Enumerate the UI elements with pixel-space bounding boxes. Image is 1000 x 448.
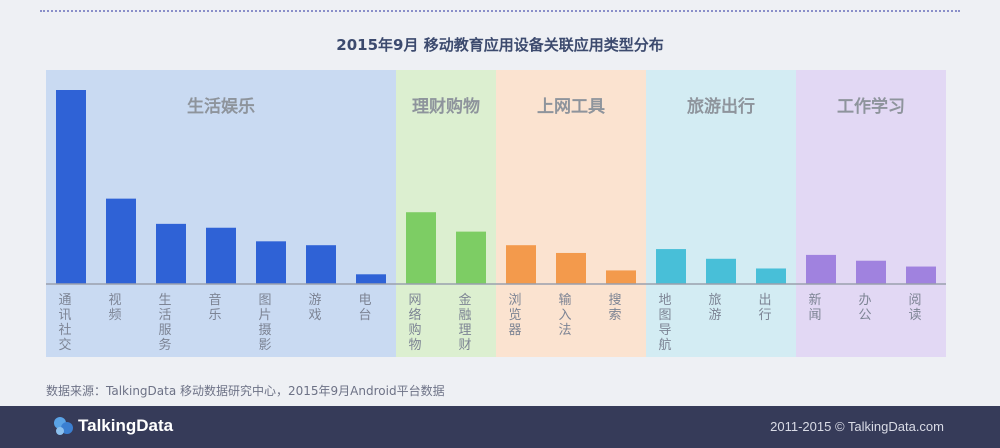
category-label-4-2-0: 阅 [908, 293, 921, 308]
category-label-0-0-1: 讯 [58, 308, 71, 323]
category-label-1-0-0: 网 [408, 293, 421, 308]
bar-3-2 [756, 268, 786, 284]
category-label-1-0-3: 物 [408, 338, 421, 353]
category-label-2-0-1: 览 [508, 307, 521, 323]
category-label-2-0-2: 器 [508, 323, 521, 338]
category-label-2-2-0: 搜 [608, 293, 621, 308]
logo-icon [54, 417, 73, 435]
category-label-0-3-0: 音 [208, 292, 221, 308]
category-label-0-4-1: 片 [258, 308, 271, 323]
group-band-4 [796, 70, 946, 357]
category-label-0-1-0: 视 [108, 293, 121, 308]
bar-0-0 [56, 90, 86, 284]
category-label-4-0-1: 闻 [808, 308, 821, 323]
group-label-3: 旅游出行 [687, 96, 755, 117]
category-label-1-1-0: 金 [458, 292, 471, 308]
category-label-1-1-2: 理 [458, 323, 471, 338]
category-label-0-3-1: 乐 [208, 308, 221, 323]
footer-bar: TalkingData 2011-2015 © TalkingData.com [0, 406, 1000, 448]
bar-2-2 [606, 270, 636, 284]
top-dotted-divider [40, 10, 960, 12]
category-label-2-2-1: 索 [608, 308, 621, 323]
category-label-1-0-1: 络 [408, 307, 421, 323]
bar-0-5 [306, 245, 336, 284]
category-label-2-1-1: 入 [558, 308, 571, 323]
category-label-3-0-0: 地 [658, 293, 671, 308]
category-label-3-2-0: 出 [758, 293, 771, 308]
category-label-2-1-0: 输 [558, 292, 571, 308]
data-source-note: 数据来源：TalkingData 移动数据研究中心，2015年9月Android… [46, 384, 445, 398]
category-label-2-0-0: 浏 [508, 292, 521, 308]
category-label-0-1-1: 频 [108, 308, 121, 323]
bar-3-0 [656, 249, 686, 284]
category-label-4-2-1: 读 [908, 308, 921, 323]
category-label-0-5-0: 游 [308, 293, 321, 308]
bar-4-0 [806, 254, 836, 284]
category-label-0-6-0: 电 [358, 293, 371, 308]
bar-4-2 [906, 266, 936, 284]
group-label-2: 上网工具 [537, 97, 605, 117]
bar-2-0 [506, 245, 536, 284]
bar-3-1 [706, 258, 736, 284]
category-label-2-1-2: 法 [558, 323, 571, 338]
category-label-0-4-3: 影 [258, 338, 271, 353]
category-label-0-0-3: 交 [58, 337, 71, 353]
category-label-1-1-3: 财 [458, 338, 471, 353]
category-label-0-4-2: 摄 [258, 323, 271, 338]
bar-1-1 [456, 231, 486, 284]
group-band-0 [46, 70, 396, 357]
group-band-3 [646, 70, 796, 357]
brand-name: TalkingData [78, 416, 174, 435]
category-label-3-1-0: 旅 [708, 293, 721, 308]
category-label-0-2-0: 生 [158, 293, 171, 308]
bar-0-3 [206, 227, 236, 284]
group-label-0: 生活娱乐 [187, 96, 255, 117]
chart-title: 2015年9月 移动教育应用设备关联应用类型分布 [336, 36, 664, 54]
bar-0-1 [106, 198, 136, 284]
bar-0-2 [156, 223, 186, 284]
category-label-0-4-0: 图 [258, 293, 271, 308]
category-label-3-1-1: 游 [708, 308, 721, 323]
category-label-0-2-1: 活 [158, 308, 171, 323]
category-label-4-0-0: 新 [808, 292, 821, 308]
bar-4-1 [856, 260, 886, 284]
category-label-3-0-3: 航 [658, 337, 671, 353]
category-label-1-0-2: 购 [408, 322, 421, 338]
category-label-4-1-1: 公 [858, 308, 871, 323]
chart-canvas: 生活娱乐通讯社交视频生活服务音乐图片摄影游戏电台理财购物网络购物金融理财上网工具… [46, 70, 946, 357]
category-label-4-1-0: 办 [858, 293, 871, 308]
category-label-0-6-1: 台 [358, 308, 371, 323]
category-label-3-0-1: 图 [658, 308, 671, 323]
category-label-3-2-1: 行 [758, 308, 771, 323]
group-label-1: 理财购物 [412, 96, 480, 117]
category-label-0-0-2: 社 [58, 322, 71, 338]
brand-logo: TalkingData [52, 415, 173, 437]
group-band-2 [496, 70, 646, 357]
category-label-0-2-2: 服 [158, 323, 171, 338]
category-label-3-0-2: 导 [658, 323, 671, 338]
copyright-text: 2011-2015 © TalkingData.com [770, 419, 944, 434]
category-label-1-1-1: 融 [458, 308, 471, 323]
bar-1-0 [406, 212, 436, 284]
bar-0-4 [256, 241, 286, 284]
category-label-0-2-3: 务 [158, 337, 171, 353]
category-label-0-5-1: 戏 [308, 308, 321, 323]
bar-0-6 [356, 274, 386, 284]
group-label-4: 工作学习 [837, 96, 905, 117]
bar-2-1 [556, 252, 586, 284]
category-label-0-0-0: 通 [58, 293, 71, 308]
